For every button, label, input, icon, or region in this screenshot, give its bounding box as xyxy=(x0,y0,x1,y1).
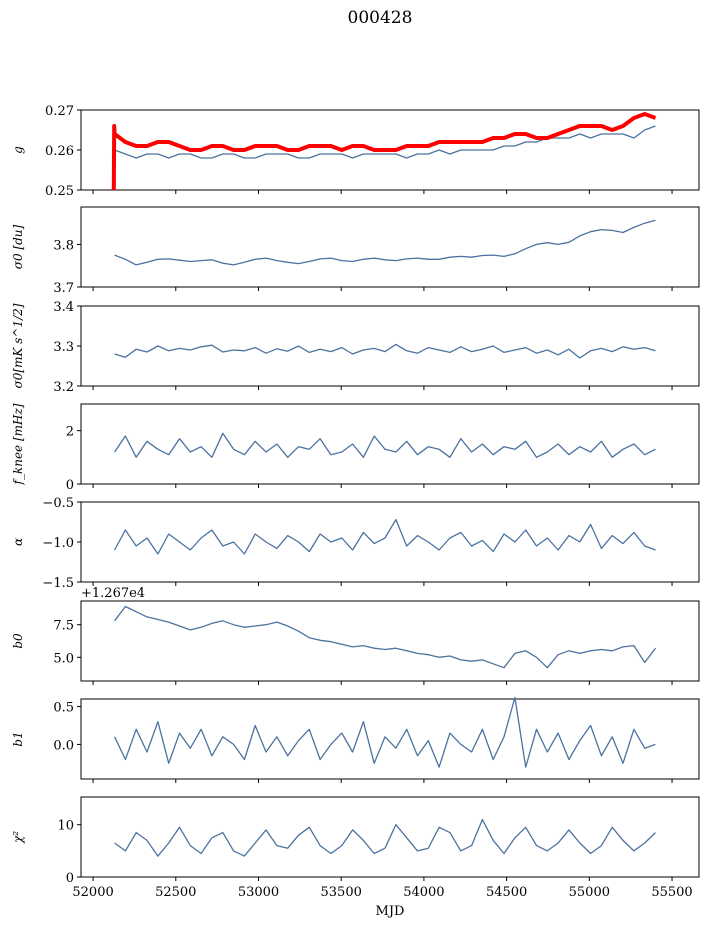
y-axis-label: σ0 [du] xyxy=(11,224,25,269)
y-axis-label: f_knee [mHz] xyxy=(11,403,25,485)
y-axis-label: g xyxy=(11,146,25,154)
y-tick-label: 3.3 xyxy=(53,340,74,355)
x-tick-label: 52000 xyxy=(72,885,113,900)
y-tick-label: 10 xyxy=(57,819,74,834)
x-axis-label: MJD xyxy=(376,904,405,919)
y-tick-label: 3.2 xyxy=(53,380,74,395)
y-tick-label: 0.26 xyxy=(45,144,74,159)
x-tick-label: 54500 xyxy=(486,885,527,900)
series-line-g-model xyxy=(114,125,656,159)
series-line-sigma0-mK xyxy=(114,343,656,359)
y-tick-label: 0.5 xyxy=(53,701,74,716)
panel-7: 0.0 0.5 b1 xyxy=(11,696,700,783)
y-tick-label: 0.0 xyxy=(53,738,74,753)
panel-4: 0 2 f_knee [mHz] xyxy=(11,403,700,493)
y-tick-label: 0.27 xyxy=(45,104,74,119)
y-tick-label: −0.5 xyxy=(42,496,74,511)
y-tick-label: 2 xyxy=(66,425,74,440)
series-line-chi2 xyxy=(114,818,656,857)
y-tick-label: 0.25 xyxy=(45,184,74,199)
x-tick-label: 53000 xyxy=(238,885,279,900)
axes-frame xyxy=(80,698,700,780)
x-tick-label: 55000 xyxy=(569,885,610,900)
axes-frame xyxy=(80,796,700,878)
x-tick-label: 52500 xyxy=(155,885,196,900)
x-tick-label: 53500 xyxy=(321,885,362,900)
y-axis-label: σ0[mK s^1/2] xyxy=(11,303,25,388)
y-tick-label: 0 xyxy=(66,871,74,886)
panel-2: 3.7 3.8 σ0 [du] xyxy=(11,206,700,296)
y-tick-label: 3.8 xyxy=(53,238,74,253)
y-tick-label: 3.4 xyxy=(53,300,74,315)
panel-5: −1.5 −1.0 −0.5 α xyxy=(11,496,700,591)
figure-title: 000428 xyxy=(347,8,413,28)
offset-text: +1.267e4 xyxy=(81,586,145,601)
axes-frame xyxy=(80,206,700,288)
y-axis-label: α xyxy=(11,538,25,546)
y-tick-label: 0 xyxy=(66,478,74,493)
series-line-alpha xyxy=(114,518,656,555)
x-tick-label: 54000 xyxy=(403,885,444,900)
y-tick-label: 3.7 xyxy=(53,281,74,296)
y-tick-label: 7.5 xyxy=(53,619,74,634)
panel-8: 0 10 χ² 52000 52500 53000 53500 54000 54500 55000… xyxy=(11,796,700,919)
x-tick-label: 55500 xyxy=(651,885,692,900)
panel-1: 0.25 0.26 0.27 g xyxy=(11,104,700,199)
y-tick-label: −1.0 xyxy=(42,536,74,551)
y-axis-label: b1 xyxy=(11,731,25,746)
y-tick-label: −1.5 xyxy=(42,576,74,591)
series-line-g-measured xyxy=(111,112,657,191)
y-axis-label: b0 xyxy=(11,633,25,649)
series-line-fknee xyxy=(114,432,656,458)
series-line-b1 xyxy=(114,696,656,768)
panel-3: 3.2 3.3 3.4 σ0[mK s^1/2] xyxy=(11,300,700,395)
series-line-b0 xyxy=(114,605,657,669)
axes-frame xyxy=(80,600,700,682)
panel-6: 5.0 7.5 b0 +1.267e4 xyxy=(11,586,700,685)
y-tick-label: 5.0 xyxy=(53,651,74,666)
axes-frame xyxy=(80,403,700,485)
y-axis-label: χ² xyxy=(11,831,25,844)
axes-frame xyxy=(80,305,700,387)
series-line-sigma0-du xyxy=(114,219,656,266)
